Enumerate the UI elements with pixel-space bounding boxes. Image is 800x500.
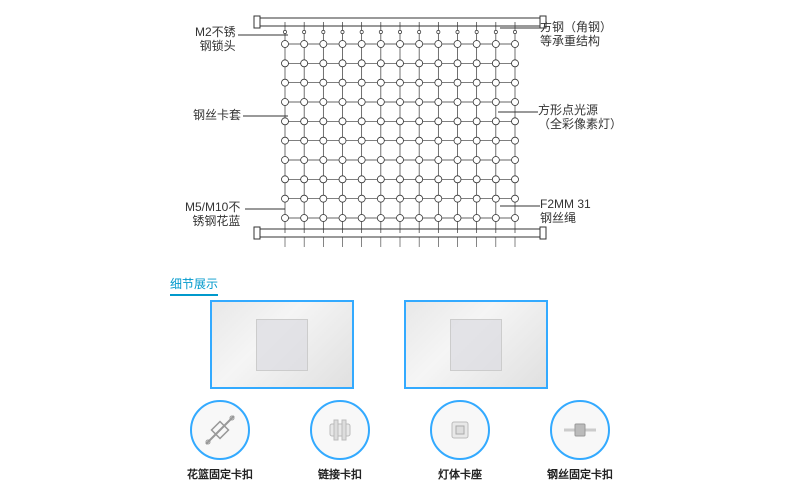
icon-item-wire-clip: 钢丝固定卡扣 — [540, 400, 620, 482]
leader-f2mm — [500, 204, 540, 208]
turnbuckle-icon — [190, 400, 250, 460]
detail-section-title: 细节展示 — [170, 275, 218, 296]
icon-label: 花篮固定卡扣 — [187, 466, 253, 482]
icon-item-link-clip: 链接卡扣 — [300, 400, 380, 482]
detail-photo-1 — [210, 300, 354, 389]
label-square-steel: 方钢（角钢） 等承重结构 — [540, 20, 612, 48]
icon-label: 灯体卡座 — [438, 466, 482, 482]
leader-pixel-lamp — [498, 110, 538, 114]
detail-photo-2 — [404, 300, 548, 389]
wire-clip-icon — [550, 400, 610, 460]
leader-m5m10 — [245, 207, 290, 211]
detail-photos-row — [210, 300, 548, 389]
icon-label: 链接卡扣 — [318, 466, 362, 482]
leader-m2 — [238, 32, 298, 52]
icon-item-lamp-seat: 灯体卡座 — [420, 400, 500, 482]
leader-square-steel — [500, 26, 540, 30]
label-m2-lock: M2不锈 钢锁头 — [195, 25, 236, 53]
leader-wire-clip — [243, 114, 293, 118]
component-icons-row: 花篮固定卡扣 链接卡扣 灯体卡座 钢丝固定卡扣 — [180, 400, 620, 482]
icon-item-turnbuckle: 花篮固定卡扣 — [180, 400, 260, 482]
label-pixel-lamp: 方形点光源 （全彩像素灯） — [538, 103, 622, 131]
label-wire-clip: 钢丝卡套 — [193, 108, 241, 122]
icon-label: 钢丝固定卡扣 — [547, 466, 613, 482]
link-clip-icon — [310, 400, 370, 460]
lamp-seat-icon — [430, 400, 490, 460]
label-m5m10: M5/M10不 锈钢花蓝 — [185, 200, 240, 228]
label-f2mm: F2MM 31 钢丝绳 — [540, 197, 591, 225]
